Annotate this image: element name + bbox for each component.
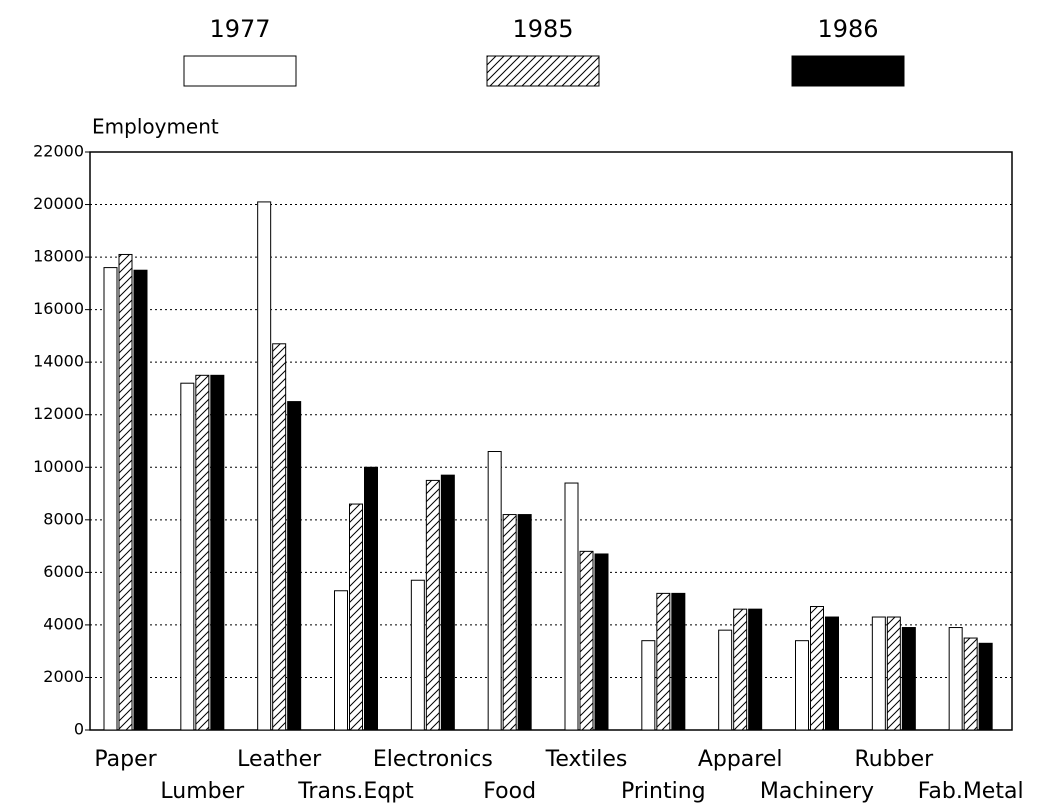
bar [948,627,963,731]
legend-swatch [486,55,600,87]
bar [410,579,425,731]
bar [272,343,287,731]
bar [594,553,609,731]
y-tick-label: 6000 [43,562,84,581]
x-tick-label: Electronics [373,747,493,772]
y-tick-label: 18000 [33,247,84,266]
bar [825,616,839,731]
bar [963,637,978,731]
x-tick-label: Food [483,779,536,804]
bar [718,629,733,731]
x-tick-label: Paper [94,747,157,772]
y-tick-label: 14000 [33,352,84,371]
y-tick-label: 12000 [33,404,84,423]
x-tick-label: Fab.Metal [918,779,1024,804]
bar [517,514,532,731]
bar [502,514,517,731]
bar [180,382,195,731]
legend-swatch [791,55,905,87]
y-tick-label: 20000 [33,194,84,213]
bar [810,606,824,731]
y-tick-label: 8000 [43,509,84,528]
legend-label: 1985 [512,15,573,43]
plot-frame [89,151,1013,731]
legend-label: 1986 [817,15,878,43]
bar [210,374,225,731]
x-tick-label: Rubber [854,747,934,772]
bar [656,592,671,731]
bar [871,616,886,731]
x-tick-label: Leather [237,747,322,772]
bar [487,451,502,731]
y-tick-label: 4000 [43,614,84,633]
bar [103,267,118,731]
bar [334,590,348,731]
bar [641,640,656,731]
legend-label: 1977 [209,15,270,43]
bar [425,479,440,731]
bar [440,474,455,731]
bar [257,201,272,731]
bar [195,374,210,731]
bar [901,627,916,731]
x-tick-label: Printing [621,779,706,804]
bar [671,592,686,731]
bar [886,616,901,731]
bar [118,253,133,731]
bar [748,608,763,731]
bar [349,503,363,731]
y-tick-label: 16000 [33,299,84,318]
bar [364,466,378,731]
bar [978,642,993,731]
bar [579,550,594,731]
y-tick-label: 2000 [43,667,84,686]
x-tick-label: Lumber [160,779,245,804]
x-tick-label: Textiles [545,747,628,772]
x-tick-label: Machinery [760,779,874,804]
bar [287,401,302,731]
y-tick-label: 0 [74,720,84,739]
legend-swatch [183,55,297,87]
x-tick-label: Trans.Eqpt [297,779,414,804]
bar [133,269,148,731]
bar [795,640,809,731]
y-tick-label: 10000 [33,457,84,476]
x-tick-label: Apparel [698,747,783,772]
y-tick-label: 22000 [33,142,84,161]
bar [564,482,579,731]
bar [733,608,748,731]
y-axis-label: Employment [92,115,219,139]
